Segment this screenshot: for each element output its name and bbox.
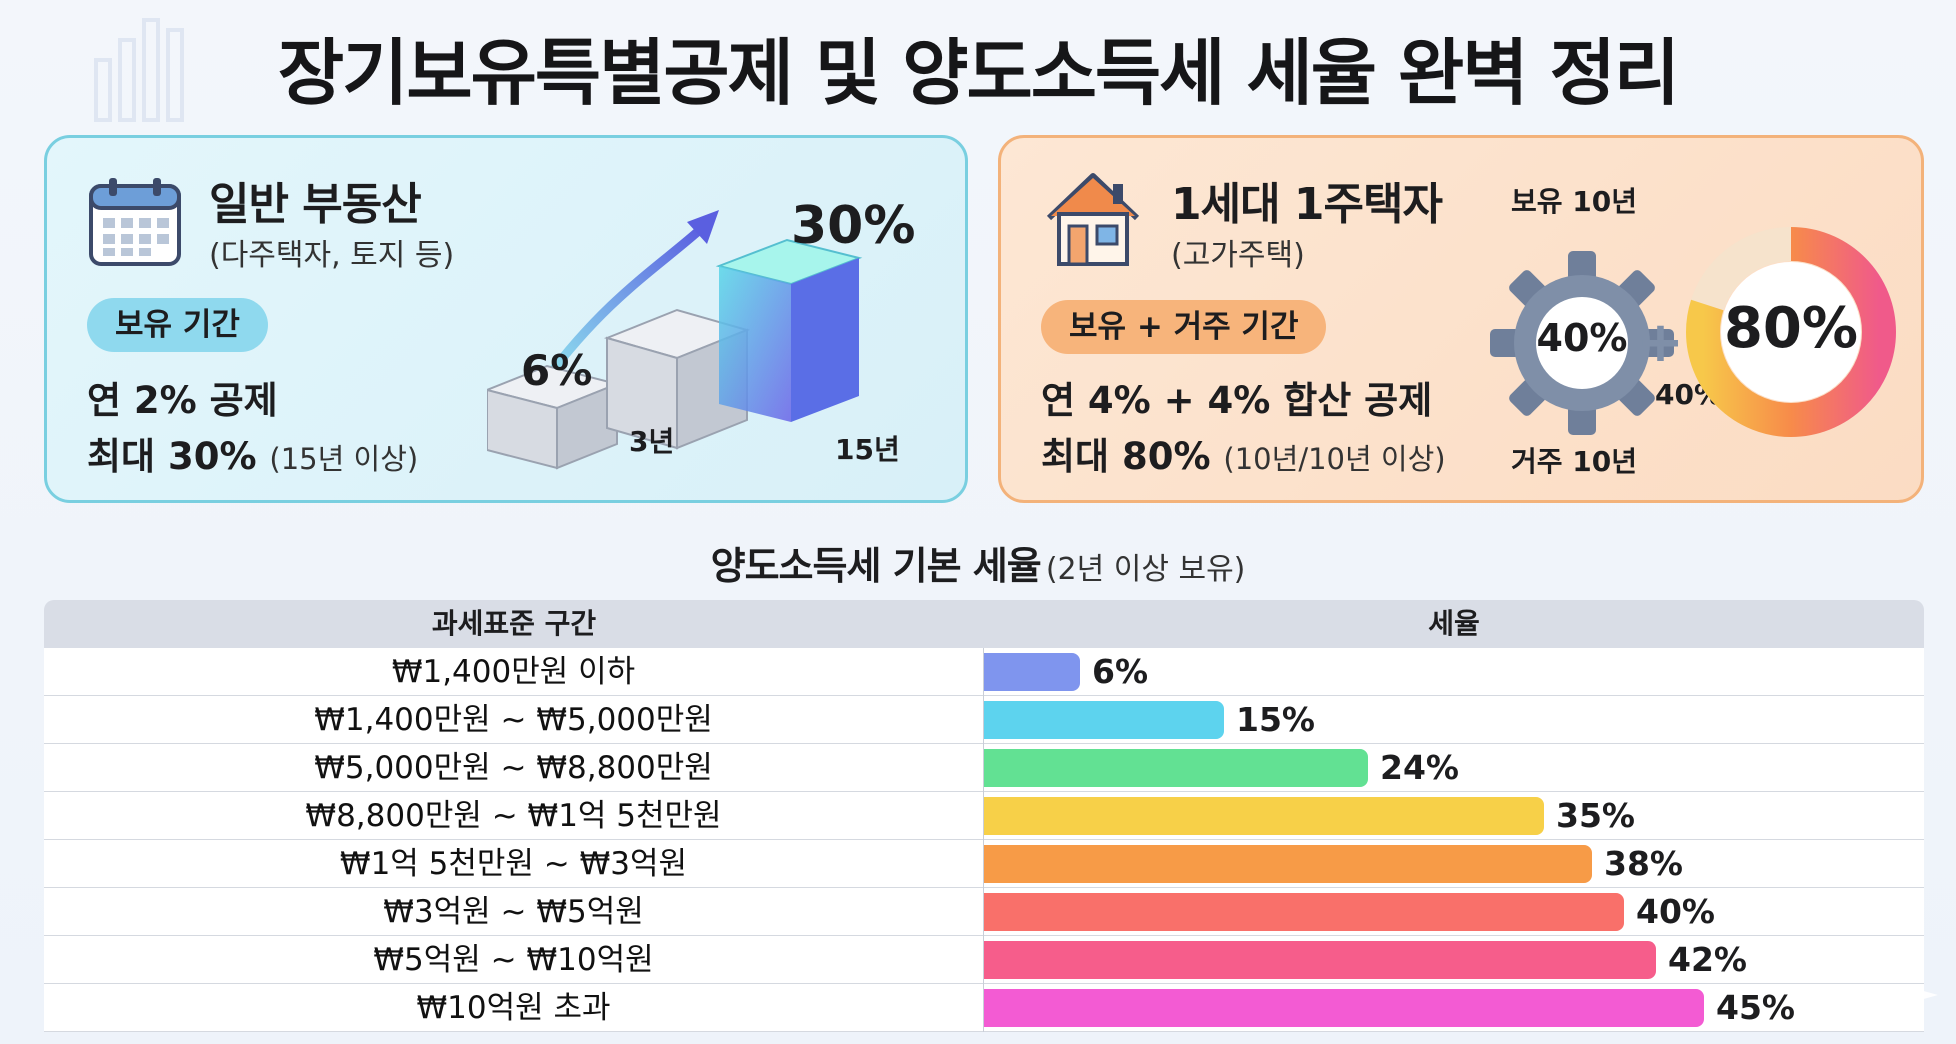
rate-label: 38% — [1604, 844, 1683, 883]
range-cell: ₩3억원 ~ ₩5억원 — [44, 888, 984, 936]
holding-years-label: 보유 10년 — [1511, 185, 1637, 218]
total-rate: 80% — [1723, 296, 1859, 361]
general-start-rate: 6% — [521, 346, 593, 395]
range-cell: ₩1억 5천만원 ~ ₩3억원 — [44, 840, 984, 888]
general-end-rate: 30% — [791, 196, 916, 256]
residence-years-label: 거주 10년 — [1511, 445, 1637, 478]
general-card-title: 일반 부동산 — [209, 179, 422, 230]
range-cell: ₩1,400만원 ~ ₩5,000만원 — [44, 696, 984, 744]
deduction-steps-illustration — [487, 210, 863, 470]
general-property-card: 일반 부동산 (다주택자, 토지 등) 보유 기간 연 2% 공제 최대 30%… — [44, 135, 968, 503]
general-card-subtitle: (다주택자, 토지 등) — [209, 238, 455, 273]
rate-label: 6% — [1092, 652, 1149, 691]
rate-bar — [984, 893, 1624, 931]
rate-bar — [984, 797, 1544, 835]
rates-section-title: 양도소득세 기본 세율 (2년 이상 보유) — [0, 535, 1956, 590]
range-cell: ₩1,400만원 이하 — [44, 648, 984, 696]
single-max-line: 최대 80% (10년/10년 이상) — [1041, 426, 1446, 480]
single-annual-rate: 연 4% + 4% 합산 공제 — [1041, 379, 1433, 422]
single-max-rate: 최대 80% — [1041, 435, 1211, 478]
table-row: ₩3억원 ~ ₩5억원 40% — [44, 888, 1924, 936]
table-row: ₩1,400만원 ~ ₩5,000만원 15% — [44, 696, 1924, 744]
general-max-rate: 최대 30% — [87, 435, 257, 478]
table-row: ₩1억 5천만원 ~ ₩3억원 38% — [44, 840, 1924, 888]
calendar-icon — [89, 178, 181, 266]
table-row: ₩5억원 ~ ₩10억원 42% — [44, 936, 1924, 984]
single-card-title: 1세대 1주택자 — [1171, 179, 1443, 230]
table-body: ₩1,400만원 이하 6% ₩1,400만원 ~ ₩5,000만원 15% ₩5,00… — [44, 648, 1924, 1032]
table-row: ₩1,400만원 이하 6% — [44, 648, 1924, 696]
single-card-subtitle: (고가주택) — [1171, 238, 1305, 273]
rate-label: 42% — [1668, 940, 1747, 979]
general-end-years: 15년 — [835, 433, 900, 466]
rate-label: 24% — [1380, 748, 1459, 787]
single-home-card: 1세대 1주택자 (고가주택) 보유 + 거주 기간 연 4% + 4% 합산 … — [998, 135, 1924, 503]
rate-label: 45% — [1716, 988, 1795, 1027]
range-cell: ₩8,800만원 ~ ₩1억 5천만원 — [44, 792, 984, 840]
general-max-line: 최대 30% (15년 이상) — [87, 426, 418, 480]
table-row: ₩5,000만원 ~ ₩8,800만원 24% — [44, 744, 1924, 792]
holding-residence-badge: 보유 + 거주 기간 — [1041, 300, 1327, 354]
rate-label: 35% — [1556, 796, 1635, 835]
house-icon — [1046, 173, 1140, 266]
rate-bar — [984, 989, 1704, 1027]
rate-bar — [984, 845, 1592, 883]
column-header-range: 과세표준 구간 — [431, 607, 597, 640]
gear-icon — [1490, 251, 1674, 435]
general-annual-rate: 연 2% 공제 — [87, 379, 278, 422]
rate-bar — [984, 749, 1368, 787]
table-row: ₩10억원 초과 45% — [44, 984, 1924, 1032]
table-row: ₩8,800만원 ~ ₩1억 5천만원 35% — [44, 792, 1924, 840]
rate-label: 15% — [1236, 700, 1315, 739]
general-start-years: 3년 — [629, 425, 675, 458]
rate-label: 40% — [1636, 892, 1715, 931]
rates-title: 양도소득세 기본 세율 — [710, 544, 1042, 588]
single-max-note: (10년/10년 이상) — [1223, 442, 1446, 476]
background-chart-decoration — [94, 18, 184, 122]
rate-bar — [984, 653, 1080, 691]
range-cell: ₩5억원 ~ ₩10억원 — [44, 936, 984, 984]
rates-note: (2년 이상 보유) — [1045, 552, 1246, 587]
range-cell: ₩5,000만원 ~ ₩8,800만원 — [44, 744, 984, 792]
holding-period-badge: 보유 기간 — [87, 298, 268, 352]
rate-bar — [984, 941, 1656, 979]
gear-rate: 40% — [1536, 316, 1628, 360]
table-header: 과세표준 구간 세율 — [44, 600, 1924, 648]
page-title: 장기보유특별공제 및 양도소득세 세율 완벽 정리 — [277, 31, 1680, 115]
plus-sign-icon: + — [1637, 310, 1684, 375]
range-cell: ₩10억원 초과 — [44, 984, 984, 1032]
rate-bar — [984, 701, 1224, 739]
donut-ring-icon — [1686, 227, 1896, 437]
general-max-note: (15년 이상) — [269, 442, 419, 476]
column-header-rate: 세율 — [1428, 607, 1480, 640]
